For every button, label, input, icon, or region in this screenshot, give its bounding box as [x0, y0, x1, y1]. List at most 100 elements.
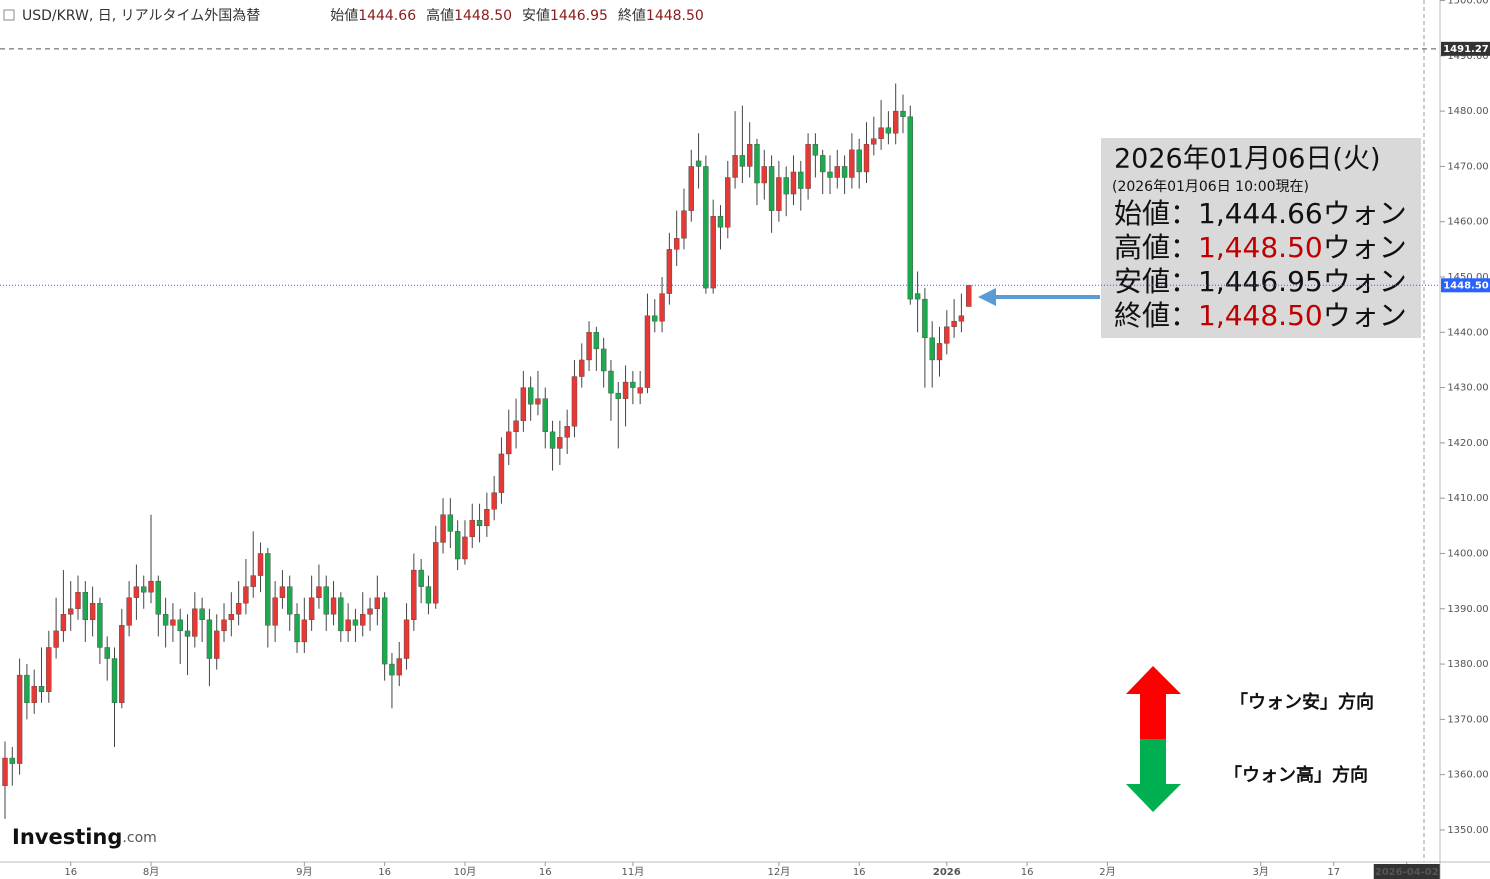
candle-body — [38, 685, 45, 692]
candle-body — [885, 127, 892, 134]
ohlc-label: 終値 — [618, 8, 646, 24]
candle-body — [819, 155, 826, 173]
candle-body — [425, 586, 432, 604]
ohlc-value: 1448.50 — [454, 8, 512, 24]
candle-body — [68, 608, 74, 615]
candle-body — [338, 597, 344, 632]
candle-body — [600, 348, 607, 372]
candle-body — [790, 171, 797, 195]
logo: Investing.com — [12, 825, 157, 849]
y-tick-label: 1490.00 — [1447, 51, 1488, 62]
info-row: 始値：1,444.66ウォン — [1114, 197, 1407, 230]
y-tick-label: 1480.00 — [1447, 106, 1488, 117]
candle-body — [739, 155, 746, 167]
candle-body — [418, 569, 424, 587]
candle-body — [593, 332, 600, 350]
y-tick-label: 1500.00 — [1447, 0, 1488, 7]
candle-body — [104, 647, 110, 659]
candle-body — [615, 392, 621, 399]
candle-body — [9, 757, 16, 764]
candle-body — [958, 315, 965, 322]
candle-body — [396, 658, 402, 676]
candle-body — [111, 658, 118, 703]
candle-body — [900, 110, 906, 117]
y-tick-label: 1440.00 — [1447, 327, 1488, 338]
candle-body — [608, 370, 614, 394]
y-tick-label: 1420.00 — [1447, 438, 1488, 449]
info-value: 1,444.66 — [1198, 197, 1323, 230]
candle-body — [798, 171, 804, 189]
x-tick-label: 2026-04-02 — [1375, 867, 1439, 878]
candle-body — [871, 138, 877, 145]
info-value: 1,446.95 — [1198, 265, 1323, 298]
collapse-icon[interactable] — [3, 9, 15, 21]
candle-body — [695, 160, 702, 167]
info-row: 高値：1,448.50ウォン — [1114, 231, 1407, 264]
candle-body — [688, 166, 694, 211]
candle-body — [148, 580, 154, 593]
candle-body — [637, 387, 643, 394]
candle-body — [907, 116, 913, 300]
y-tick-label: 1370.00 — [1447, 714, 1488, 725]
candle-body — [119, 625, 125, 703]
candle-body — [433, 542, 439, 604]
candle-body — [287, 586, 293, 615]
candle-body — [469, 520, 475, 538]
candle-body — [776, 177, 782, 211]
info-label: 安値： — [1114, 265, 1198, 298]
candle-body — [922, 298, 928, 339]
candle-body — [440, 514, 446, 543]
legend-weak: 「ウォン安」方向 — [1230, 691, 1374, 713]
candle-body — [75, 591, 81, 609]
info-unit: ウォン — [1323, 231, 1407, 264]
x-tick-label: 16 — [853, 867, 866, 878]
candle-body — [652, 315, 658, 322]
candle-body — [681, 210, 687, 239]
x-tick-label: 8月 — [143, 866, 159, 878]
candle-body — [520, 387, 527, 421]
candle-body — [170, 619, 176, 626]
candle-body — [827, 171, 833, 178]
symbol-title: USD/KRW, 日, リアルタイム外国為替 — [22, 8, 260, 24]
ohlc-value: 1448.50 — [646, 8, 704, 24]
candle-body — [929, 337, 935, 361]
y-tick-label: 1360.00 — [1447, 770, 1488, 781]
ohlc-value: 1444.66 — [358, 8, 416, 24]
candle-body — [535, 398, 541, 405]
candle-body — [571, 376, 578, 427]
candle-body — [389, 663, 395, 676]
candle-body — [374, 597, 381, 609]
candle-body — [666, 249, 673, 294]
candle-body — [783, 177, 789, 195]
candle-body — [564, 426, 570, 438]
candle-body — [360, 614, 366, 626]
candle-body — [250, 575, 256, 587]
candle-body — [549, 431, 556, 449]
legend-strong: 「ウォン高」方向 — [1224, 764, 1368, 786]
x-tick-label: 2月 — [1099, 866, 1115, 878]
candle-body — [46, 647, 52, 692]
x-tick-label: 17 — [1327, 867, 1340, 878]
candle-body — [367, 608, 373, 615]
x-tick-box — [1373, 864, 1440, 879]
info-unit: ウォン — [1323, 299, 1407, 332]
candle-body — [717, 215, 724, 228]
candle-body — [863, 144, 870, 173]
candle-body — [892, 110, 899, 134]
candle-body — [622, 381, 629, 399]
candle-body — [746, 144, 753, 167]
header: USD/KRW, 日, リアルタイム外国為替 始値1444.66 高値1448.50… — [22, 7, 704, 24]
y-tick-label: 1410.00 — [1447, 493, 1488, 504]
x-tick-label: 16 — [64, 867, 77, 878]
candle-body — [352, 619, 359, 626]
candle-body — [265, 553, 271, 626]
candle-body — [579, 359, 585, 377]
y-tick-label: 1460.00 — [1447, 217, 1488, 228]
candle-body — [710, 215, 716, 289]
candle-body — [308, 597, 315, 621]
ohlc-value: 1446.95 — [550, 8, 608, 24]
info-label: 終値： — [1114, 299, 1198, 332]
candle-body — [856, 149, 862, 173]
